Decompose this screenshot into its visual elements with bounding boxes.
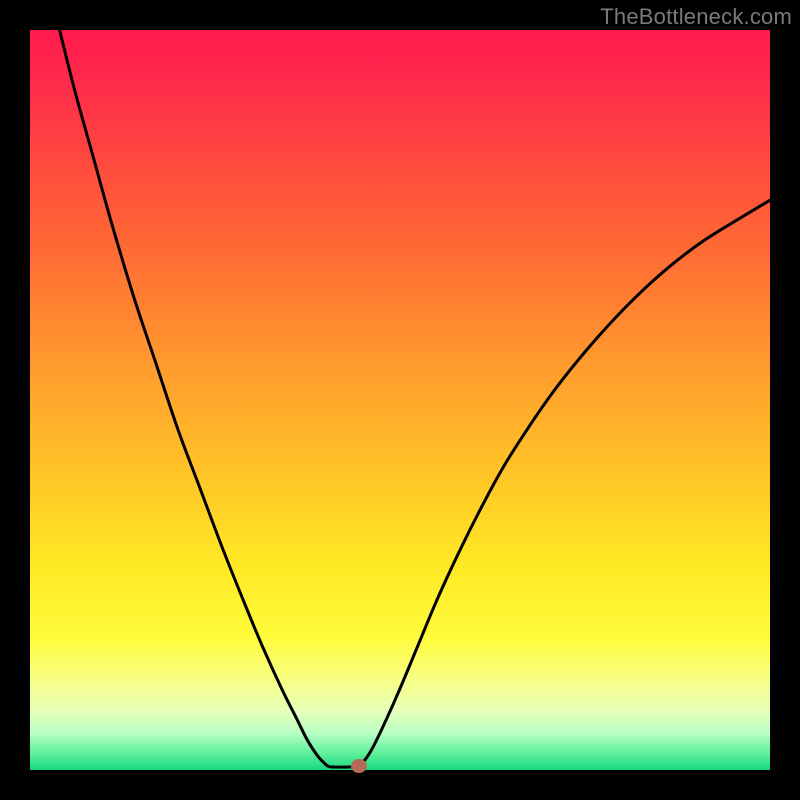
optimum-marker xyxy=(351,759,367,773)
plot-area xyxy=(30,30,770,770)
watermark-text: TheBottleneck.com xyxy=(600,4,792,30)
bottleneck-curve xyxy=(30,30,770,770)
curve-path xyxy=(60,30,770,767)
